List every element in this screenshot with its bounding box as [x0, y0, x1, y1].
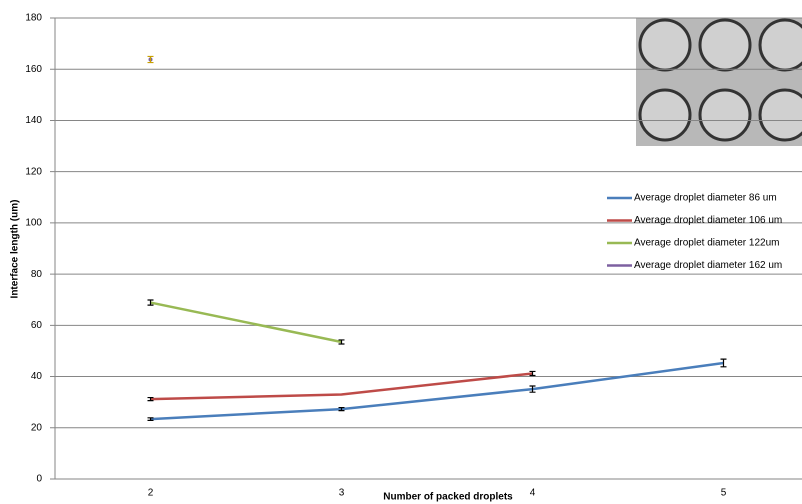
x-tick-label: 5	[721, 488, 727, 499]
legend-label: Average droplet diameter 162 um	[634, 260, 782, 271]
y-tick-label: 60	[31, 320, 43, 331]
y-axis-title: Interface length (um)	[10, 200, 21, 299]
x-tick-label: 3	[339, 488, 345, 499]
x-tick-label: 2	[148, 488, 154, 499]
y-tick-label: 0	[36, 474, 42, 485]
y-tick-label: 100	[25, 218, 42, 229]
y-tick-label: 160	[25, 64, 42, 75]
y-tick-label: 120	[25, 166, 42, 177]
legend-label: Average droplet diameter 106 um	[634, 215, 782, 226]
y-tick-label: 40	[31, 371, 43, 382]
legend-label: Average droplet diameter 86 um	[634, 193, 777, 204]
legend-label: Average droplet diameter 122um	[634, 238, 779, 249]
page: Number of packed droplets Interface leng…	[0, 0, 802, 504]
x-axis-title: Number of packed droplets	[383, 492, 513, 503]
y-tick-label: 20	[31, 422, 43, 433]
inset-photo	[636, 18, 802, 146]
series-line	[151, 363, 724, 419]
x-tick-label: 4	[530, 488, 536, 499]
y-tick-label: 180	[25, 13, 42, 24]
series-line	[151, 303, 342, 342]
error-bar	[148, 56, 154, 62]
y-tick-label: 80	[31, 269, 43, 280]
y-tick-label: 140	[25, 115, 42, 126]
chart: Number of packed droplets Interface leng…	[0, 0, 802, 504]
